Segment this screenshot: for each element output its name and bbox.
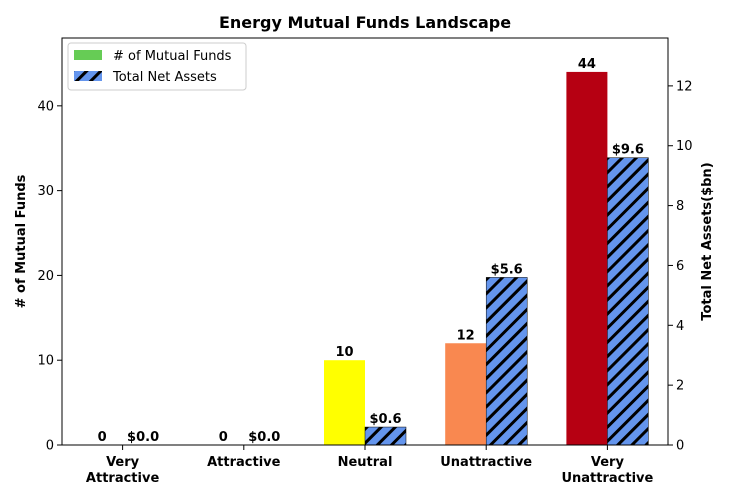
bar-total-net-assets [607,157,649,446]
legend-swatch-mutual-funds [74,50,102,60]
data-labels-layer: 0 $0.0 0 $0.0 10 $0.6 12 $5.6 44 $9.6 [98,57,644,445]
legend-frame [67,42,247,91]
data-label-total-net-assets: $5.6 [491,262,523,277]
right-axis-label: Total Net Assets($bn) [700,162,715,320]
x-tick-label: Neutral [338,455,393,470]
x-tick-label: Very Attractive [86,455,160,486]
bar-total-net-assets [485,277,528,446]
x-tick-label: Very Unattractive [561,455,653,486]
x-axis: Very Attractive Attractive Neutral Unattract… [86,445,654,486]
legend-label-total-net-assets: Total Net Assets [112,70,217,85]
left-tick-label: 10 [37,354,54,369]
right-tick-label: 10 [676,139,693,154]
x-tick-label: Attractive [207,455,281,470]
data-label-mutual-funds: 44 [578,57,596,72]
data-label-total-net-assets: $0.6 [369,412,401,427]
data-label-total-net-assets: $0.0 [248,430,280,445]
right-tick-label: 4 [676,319,684,334]
bar-mutual-funds [324,360,365,445]
bar-total-net-assets [364,426,407,446]
bar-mutual-funds [566,71,608,446]
right-tick-label: 0 [676,439,684,454]
left-tick-label: 40 [37,99,54,114]
chart-title: Energy Mutual Funds Landscape [219,13,511,32]
left-tick-label: 20 [37,269,54,284]
data-label-mutual-funds: 10 [335,345,353,360]
right-axis: 0 2 4 6 8 10 12 [668,79,693,454]
data-label-total-net-assets: $9.6 [612,143,644,158]
legend: # of Mutual Funds Total Net Assets [67,42,247,91]
data-label-mutual-funds: 0 [98,430,107,445]
bars-layer [324,71,649,446]
left-axis: 0 10 20 30 40 [37,99,62,454]
left-tick-label: 0 [46,439,54,454]
x-tick-label: Unattractive [440,455,532,470]
right-tick-label: 8 [676,199,684,214]
bar-mutual-funds [445,343,487,445]
left-tick-label: 30 [37,184,54,199]
left-axis-label: # of Mutual Funds [14,174,29,308]
data-label-mutual-funds: 0 [219,430,228,445]
data-label-total-net-assets: $0.0 [127,430,159,445]
legend-label-mutual-funds: # of Mutual Funds [113,49,232,64]
right-tick-label: 6 [676,259,684,274]
legend-swatch-total-net-assets [74,71,102,81]
right-tick-label: 12 [676,79,693,94]
data-label-mutual-funds: 12 [457,328,475,343]
right-tick-label: 2 [676,379,684,394]
